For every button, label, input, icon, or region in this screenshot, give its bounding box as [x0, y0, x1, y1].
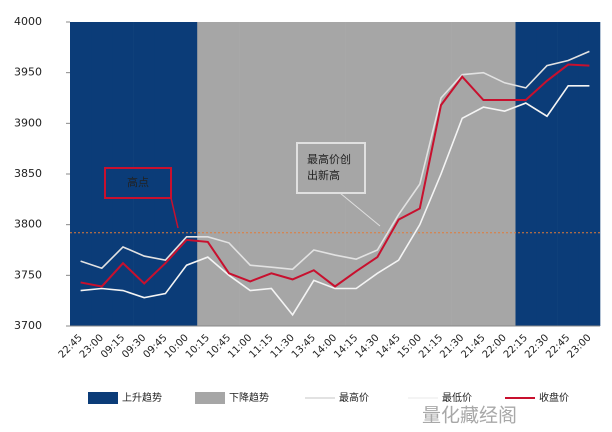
- trend-bar: [515, 22, 537, 326]
- trend-bar: [70, 22, 92, 326]
- trend-bar: [260, 22, 283, 326]
- trend-bar: [557, 22, 580, 326]
- y-tick-label: 3900: [14, 116, 42, 129]
- legend-swatch: [195, 392, 225, 404]
- annotation-connector: [339, 192, 381, 227]
- trend-bar: [409, 22, 431, 326]
- annotation-connector: [170, 197, 179, 229]
- annotation-text: 最高价创: [307, 152, 351, 166]
- trend-bar: [578, 22, 601, 326]
- legend-label: 最高价: [339, 391, 369, 404]
- trend-bar: [451, 22, 474, 326]
- legend-label: 下降趋势: [229, 391, 269, 404]
- trend-bar: [197, 22, 219, 326]
- trend-bar: [218, 22, 240, 326]
- y-tick-label: 3800: [14, 218, 42, 231]
- y-tick-label: 3950: [14, 66, 42, 79]
- legend-label: 最低价: [442, 391, 472, 404]
- trend-bar: [494, 22, 516, 326]
- legend-label: 上升趋势: [122, 391, 162, 404]
- annotation-text: 高点: [127, 175, 149, 189]
- trend-bar: [536, 22, 558, 326]
- trend-bar: [282, 22, 304, 326]
- x-tick-label: 23:00: [565, 332, 593, 360]
- trend-bar: [176, 22, 198, 326]
- y-tick-label: 3700: [14, 319, 42, 332]
- legend-label: 收盘价: [539, 391, 569, 404]
- trend-bar: [472, 22, 495, 326]
- trend-bar: [388, 22, 410, 326]
- trend-bar: [239, 22, 262, 326]
- trend-bar: [366, 22, 389, 326]
- price-line: [80, 50, 590, 271]
- annotation-box: [104, 167, 172, 199]
- y-tick-label: 3850: [14, 167, 42, 180]
- annotation-box: [296, 142, 366, 194]
- watermark: 量化藏经阁: [422, 405, 517, 427]
- price-line: [80, 85, 590, 317]
- y-tick-label: 3750: [14, 268, 42, 281]
- legend-swatch: [88, 392, 118, 404]
- annotation-text: 出新高: [307, 168, 340, 182]
- y-tick-label: 4000: [14, 15, 42, 28]
- price-line: [80, 63, 590, 288]
- trend-bar: [91, 22, 113, 326]
